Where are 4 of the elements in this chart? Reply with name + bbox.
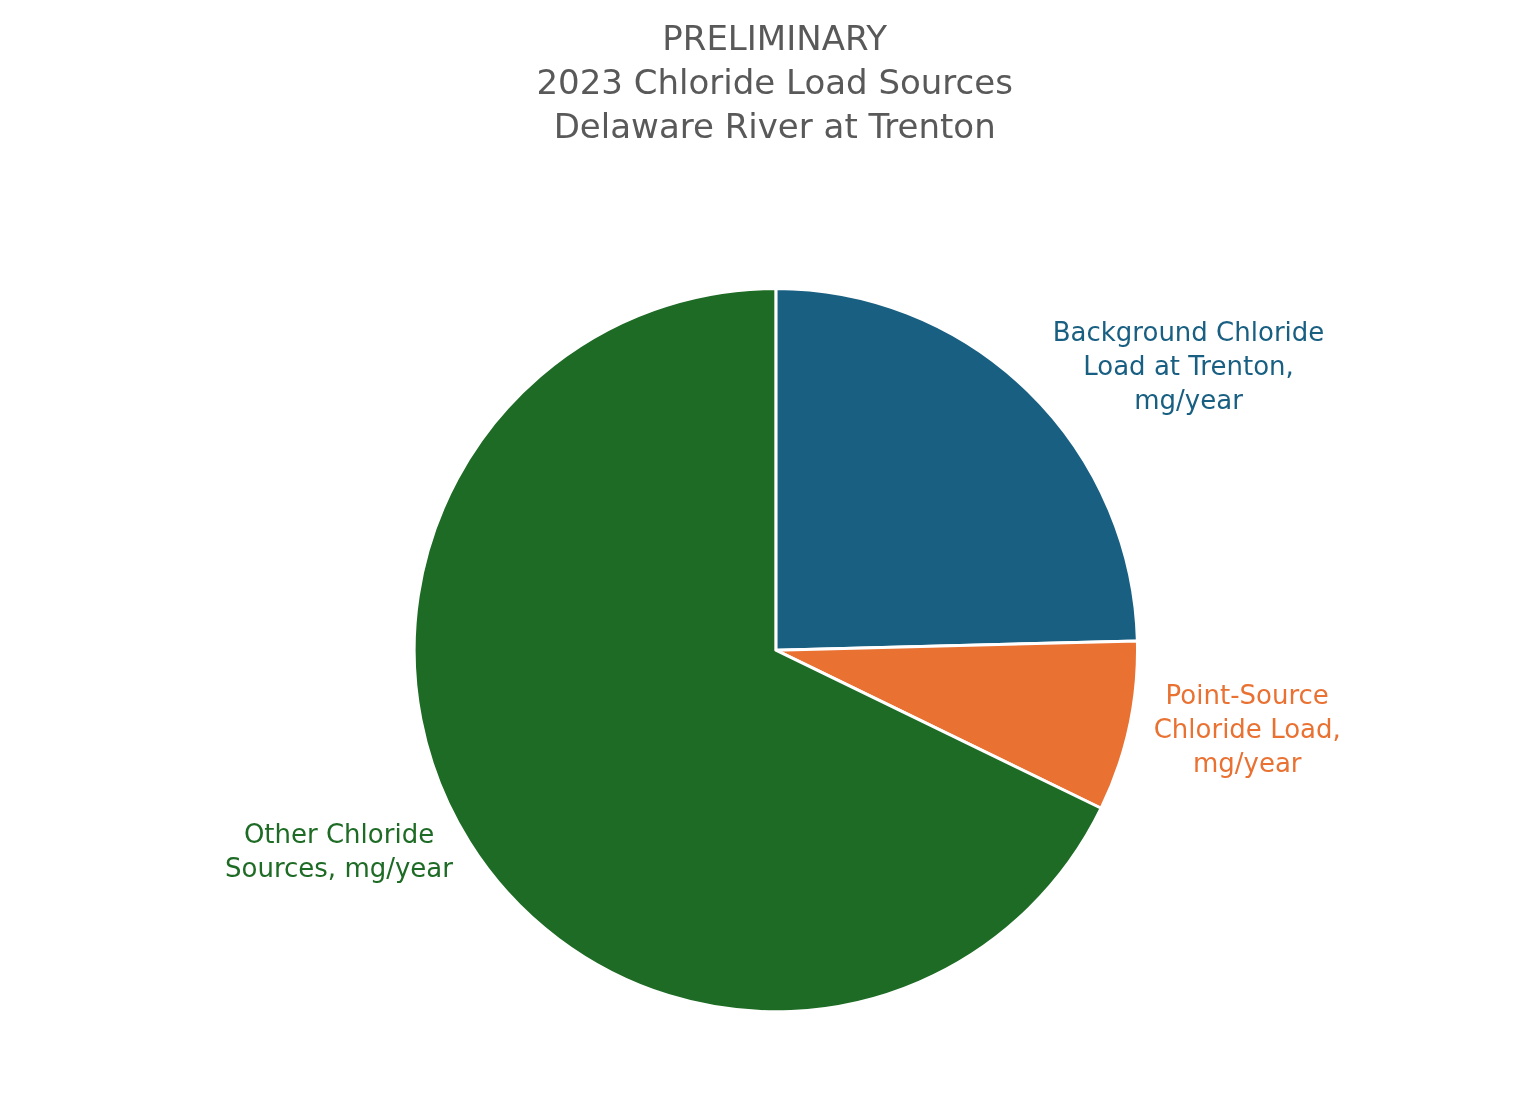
slice-label: Point-Source Chloride Load, mg/year — [1153, 680, 1341, 778]
slice-label: Other Chloride Sources, mg/year — [225, 819, 454, 883]
slice-label: Background Chloride Load at Trenton, mg/year — [1052, 317, 1325, 415]
chart-title: PRELIMINARY 2023 Chloride Load Sources Delaware River at Trenton — [536, 17, 1013, 146]
